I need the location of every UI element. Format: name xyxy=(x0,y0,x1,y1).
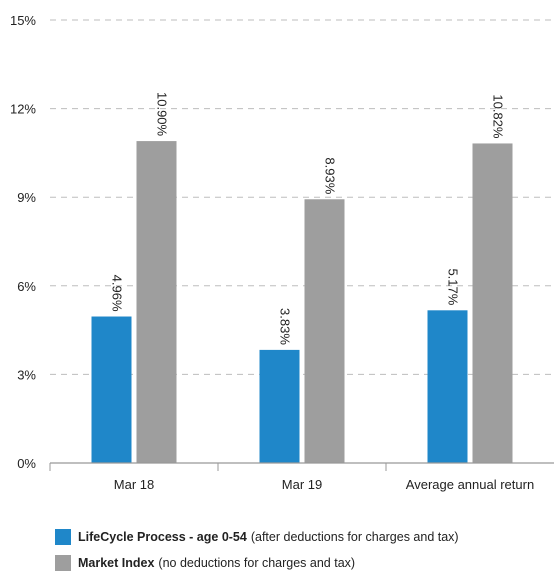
legend-series-name: LifeCycle Process - age 0-54 xyxy=(78,530,247,544)
x-category-label: Mar 18 xyxy=(114,477,154,492)
bars xyxy=(91,141,513,463)
y-tick-label: 0% xyxy=(17,456,36,471)
bar-lifecycle xyxy=(91,316,132,463)
grid-lines xyxy=(50,19,554,375)
data-label: 10.82% xyxy=(491,94,506,139)
bar-lifecycle xyxy=(259,349,300,463)
y-axis-ticks: 0% 3% 6% 9% 12% 15% xyxy=(10,13,36,471)
x-category-label: Mar 19 xyxy=(282,477,322,492)
y-tick-label: 12% xyxy=(10,102,36,117)
legend-item-market-index: Market Index (no deductions for charges … xyxy=(55,555,355,571)
data-label: 5.17% xyxy=(446,268,461,305)
bar-lifecycle xyxy=(427,310,468,463)
legend-series-note: (after deductions for charges and tax) xyxy=(250,530,459,544)
legend-item-lifecycle: LifeCycle Process - age 0-54 (after dedu… xyxy=(55,529,459,545)
data-label: 3.83% xyxy=(278,308,293,345)
legend-swatch-lifecycle xyxy=(55,529,71,545)
legend-series-note: (no deductions for charges and tax) xyxy=(158,556,356,570)
x-axis: Mar 18 Mar 19 Average annual return xyxy=(49,462,554,492)
data-labels: 4.96% 10.90% 3.83% 8.93% 5.17% 10.82% xyxy=(110,92,506,345)
legend-series-name: Market Index xyxy=(78,556,155,570)
data-label: 8.93% xyxy=(323,157,338,194)
y-tick-label: 15% xyxy=(10,13,36,28)
data-label: 4.96% xyxy=(110,275,125,312)
y-tick-label: 3% xyxy=(17,367,36,382)
bar-market-index xyxy=(304,199,345,463)
legend-swatch-market-index xyxy=(55,555,71,571)
bar-market-index xyxy=(136,141,177,463)
y-tick-label: 9% xyxy=(17,190,36,205)
x-category-label: Average annual return xyxy=(406,477,534,492)
bar-market-index xyxy=(472,143,513,463)
data-label: 10.90% xyxy=(155,92,170,137)
bar-chart: 0% 3% 6% 9% 12% 15% 4.96% 10.90% 3.83% 8.93% 5.17… xyxy=(10,13,554,492)
y-tick-label: 6% xyxy=(17,279,36,294)
